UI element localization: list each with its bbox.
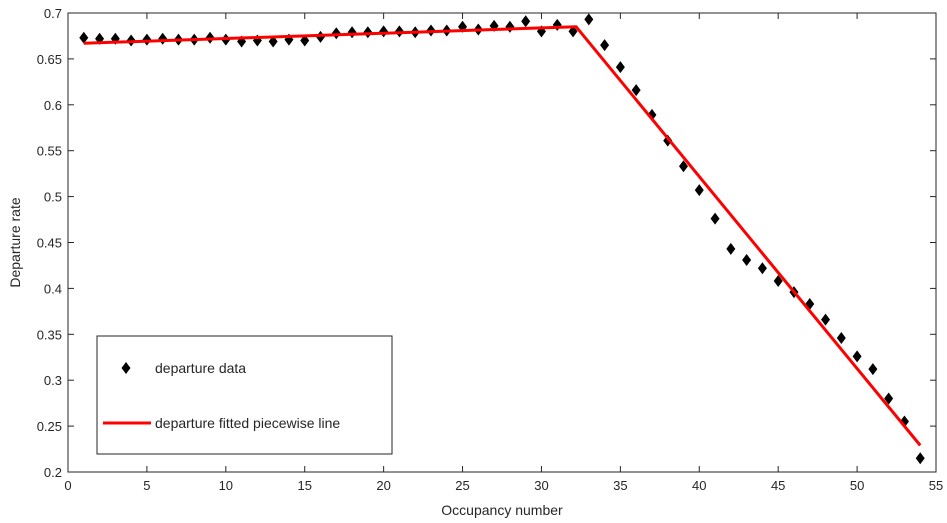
data-point (836, 331, 846, 344)
x-tick-label: 20 (376, 478, 390, 493)
data-point (79, 31, 89, 44)
data-point (726, 242, 736, 255)
legend-box (96, 335, 393, 455)
legend-entry-fitted-line: departure fitted piecewise line (155, 415, 340, 431)
x-tick-label: 10 (219, 478, 233, 493)
data-point (710, 212, 720, 225)
x-tick-label: 55 (929, 478, 943, 493)
y-tick-label: 0.35 (37, 327, 62, 342)
legend: departure data departure fitted piecewis… (96, 335, 393, 455)
data-point (868, 363, 878, 376)
y-tick-label: 0.45 (37, 236, 62, 251)
data-point (773, 275, 783, 288)
x-tick-label: 30 (534, 478, 548, 493)
data-point (379, 25, 389, 38)
data-point (347, 26, 357, 39)
data-point (505, 20, 515, 33)
data-point (631, 84, 641, 97)
y-tick-label: 0.7 (44, 6, 62, 21)
x-tick-label: 25 (455, 478, 469, 493)
y-tick-label: 0.5 (44, 190, 62, 205)
y-tick-label: 0.6 (44, 98, 62, 113)
y-tick-label: 0.55 (37, 144, 62, 159)
data-point (300, 34, 310, 47)
x-tick-label: 35 (613, 478, 627, 493)
x-tick-label: 0 (64, 478, 71, 493)
data-point (552, 18, 562, 31)
fitted-piecewise-line (83, 25, 922, 447)
x-tick-label: 5 (143, 478, 150, 493)
data-point (884, 392, 894, 405)
data-point (742, 253, 752, 266)
y-tick-label: 0.25 (37, 419, 62, 434)
axis-ticks: 0 5 10 15 20 25 30 35 40 45 50 55 0.2 0.25 0.3 0.35 0.4 0… (37, 6, 944, 493)
x-tick-label: 40 (692, 478, 706, 493)
y-tick-label: 0.65 (37, 52, 62, 67)
data-point (331, 27, 341, 40)
plot-marks (79, 13, 925, 465)
legend-diamond-marker-icon (121, 362, 131, 374)
x-axis-label: Occupancy number (441, 502, 563, 518)
y-tick-label: 0.3 (44, 373, 62, 388)
y-tick-label: 0.2 (44, 465, 62, 480)
data-point (678, 160, 688, 173)
data-point (615, 61, 625, 74)
data-point (915, 452, 925, 465)
legend-entry-departure-data: departure data (155, 360, 246, 376)
data-point (694, 184, 704, 197)
x-tick-label: 50 (850, 478, 864, 493)
x-tick-label: 15 (297, 478, 311, 493)
data-point (521, 15, 531, 28)
data-point (852, 350, 862, 363)
data-point (584, 13, 594, 26)
y-tick-label: 0.4 (44, 281, 62, 296)
x-tick-label: 45 (771, 478, 785, 493)
y-axis-label: Departure rate (7, 197, 23, 287)
data-point (821, 313, 831, 326)
data-point (757, 262, 767, 275)
data-point (158, 32, 168, 45)
data-point (600, 39, 610, 52)
